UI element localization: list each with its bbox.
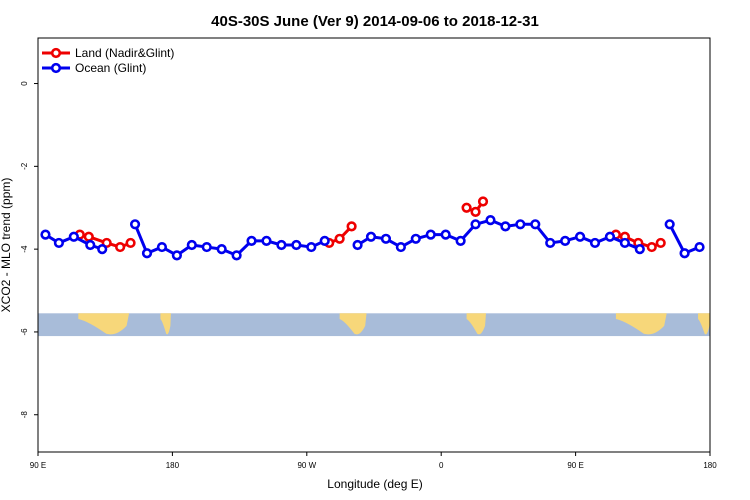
ocean-data-point: [470, 219, 481, 230]
ocean-data-point: [246, 235, 257, 246]
ocean-band: [38, 313, 710, 337]
ocean-data-point: [53, 237, 65, 249]
ocean-data-point: [545, 237, 556, 249]
ocean-data-point: [352, 239, 363, 251]
ocean-data-point: [186, 239, 197, 251]
x-tick-label: 90 W: [297, 461, 316, 470]
land-data-point: [646, 241, 657, 253]
ocean-data-point: [40, 229, 51, 240]
ocean-data-point: [319, 235, 330, 246]
ocean-data-point: [85, 239, 96, 251]
x-tick-label: 180: [166, 461, 180, 470]
ocean-data-point: [694, 241, 705, 253]
chart-title: 40S-30S June (Ver 9) 2014-09-06 to 2018-…: [211, 13, 539, 30]
land-data-point: [477, 196, 489, 207]
y-tick-label: 0: [20, 81, 29, 86]
ocean-data-point: [171, 250, 182, 261]
ocean-data-point: [276, 239, 287, 251]
land-patch-africa: [466, 313, 486, 335]
land-data-point: [83, 231, 94, 242]
series-layer: [40, 196, 705, 261]
ocean-data-point: [619, 237, 630, 249]
legend-marker-ocean: [50, 62, 62, 74]
ocean-data-point: [560, 235, 571, 246]
land-data-point: [655, 237, 666, 249]
ocean-data-point: [141, 248, 153, 259]
ocean-data-point: [679, 248, 690, 259]
land-patch-australia: [615, 313, 667, 335]
ocean-data-point: [395, 241, 406, 253]
land-patch-new-zealand: [698, 313, 710, 335]
ocean-data-point: [156, 241, 168, 253]
x-axis: 90 E 180 90 W 0 90 E 180: [30, 452, 717, 470]
ocean-data-point: [97, 244, 108, 255]
ocean-data-point: [589, 237, 601, 249]
land-patch-south-america: [339, 313, 367, 335]
y-axis-label: XCO2 - MLO trend (ppm): [0, 178, 13, 313]
ocean-data-point: [455, 235, 466, 246]
legend-label-ocean: Ocean (Glint): [75, 61, 146, 75]
ocean-data-point: [500, 221, 511, 232]
land-patch-australia: [78, 313, 130, 335]
x-tick-label: 90 E: [567, 461, 583, 470]
land-patch-new-zealand: [160, 313, 171, 335]
ocean-data-point: [231, 250, 242, 261]
ocean-data-point: [634, 244, 645, 255]
plot-frame: [37, 37, 711, 453]
ocean-data-point: [530, 219, 541, 230]
ocean-data-point: [201, 241, 212, 253]
land-data-point: [461, 202, 472, 213]
y-axis: 0 -2 -4 -6 -8: [20, 81, 38, 419]
y-tick-label: -4: [20, 245, 29, 253]
ocean-data-point: [129, 219, 141, 230]
ocean-data-point: [291, 239, 302, 251]
ocean-data-point: [261, 235, 272, 246]
ocean-data-point: [68, 231, 79, 242]
ocean-data-point: [664, 219, 675, 230]
ocean-data-point: [604, 231, 616, 242]
ocean-data-point: [574, 231, 586, 242]
land-data-point: [470, 206, 481, 217]
y-tick-label: -6: [20, 328, 29, 336]
ocean-data-point: [216, 244, 227, 255]
x-tick-label: 0: [439, 461, 444, 470]
x-axis-label: Longitude (deg E): [327, 477, 422, 491]
ocean-data-point: [380, 233, 392, 244]
ocean-data-point: [410, 233, 421, 244]
land-data-point: [346, 221, 357, 232]
ocean-data-point: [365, 231, 377, 242]
ocean-data-point: [485, 215, 496, 226]
land-data-point: [125, 237, 136, 249]
x-tick-label: 180: [703, 461, 717, 470]
ocean-data-point: [440, 229, 451, 240]
legend-marker-land: [50, 47, 62, 59]
land-data-point: [334, 233, 345, 244]
y-tick-label: -2: [20, 162, 29, 170]
ocean-data-point: [425, 229, 436, 240]
ocean-data-point: [515, 219, 526, 230]
legend: Land (Nadir&Glint)Ocean (Glint): [42, 46, 174, 75]
land-data-point: [115, 241, 126, 253]
y-tick-label: -8: [20, 411, 29, 419]
legend-label-land: Land (Nadir&Glint): [75, 46, 174, 60]
ocean-data-point: [306, 241, 317, 253]
map-band: [38, 313, 710, 337]
x-tick-label: 90 E: [30, 461, 46, 470]
